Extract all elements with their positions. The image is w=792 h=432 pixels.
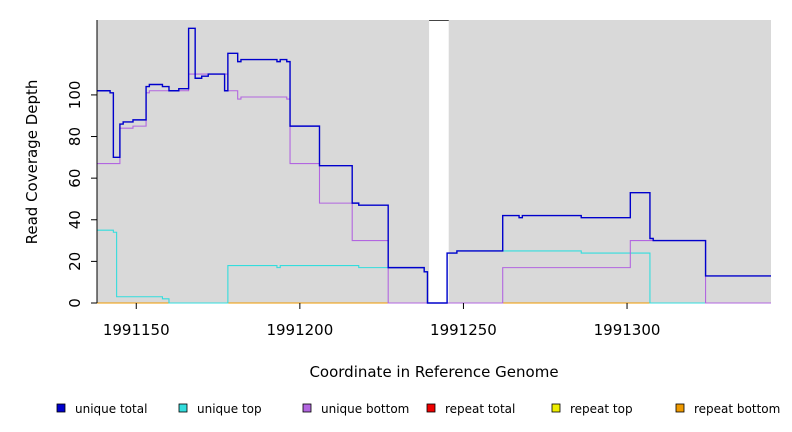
legend-label: unique top xyxy=(197,402,262,416)
legend-swatch xyxy=(675,403,685,413)
axes: 0 20 40 60 80 100 1991150 1991200 1991250 1991300 xyxy=(66,20,660,339)
legend-swatch xyxy=(56,403,66,413)
legend-swatch xyxy=(178,403,188,413)
legend-label: unique total xyxy=(75,402,147,416)
legend-swatch xyxy=(302,403,312,413)
legend-label: repeat bottom xyxy=(694,402,780,416)
x-tick-label: 1991250 xyxy=(430,321,497,339)
legend-label: unique bottom xyxy=(321,402,409,416)
y-tick-label: 60 xyxy=(66,169,84,188)
series-line-unique-top xyxy=(97,229,771,304)
y-axis-title: Read Coverage Depth xyxy=(23,80,41,245)
legend-item: unique top xyxy=(178,402,262,416)
y-tick-label: 100 xyxy=(66,81,84,110)
legend-item: unique total xyxy=(56,402,147,416)
legend-swatch xyxy=(426,403,436,413)
x-axis-title: Coordinate in Reference Genome xyxy=(309,363,558,381)
x-tick-label: 1991150 xyxy=(103,321,170,339)
legend-item: repeat total xyxy=(426,402,515,416)
x-tick-label: 1991300 xyxy=(594,321,661,339)
legend-label: repeat total xyxy=(445,402,515,416)
plot-area xyxy=(97,20,771,304)
x-tick-label: 1991200 xyxy=(266,321,333,339)
series-line-unique-total xyxy=(97,27,771,304)
legend-label: repeat top xyxy=(570,402,633,416)
legend: unique total unique top unique bottom repea… xyxy=(56,402,780,416)
legend-swatch xyxy=(551,403,561,413)
y-tick-label: 80 xyxy=(66,127,84,146)
coverage-gap xyxy=(429,21,449,304)
series-layer xyxy=(97,27,771,304)
y-tick-label: 20 xyxy=(66,252,84,271)
legend-item: repeat bottom xyxy=(675,402,780,416)
y-tick-label: 0 xyxy=(66,298,84,308)
y-tick-label: 40 xyxy=(66,210,84,229)
legend-item: repeat top xyxy=(551,402,633,416)
legend-item: unique bottom xyxy=(302,402,409,416)
